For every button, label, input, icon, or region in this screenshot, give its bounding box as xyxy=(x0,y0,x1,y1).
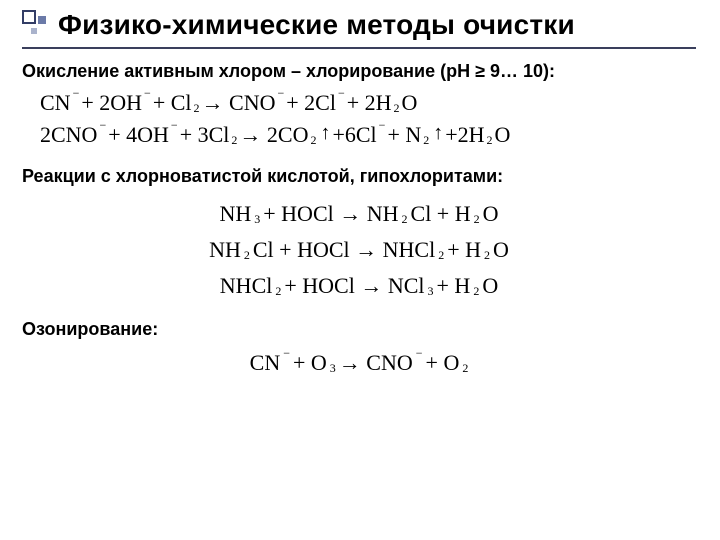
section-label-hypochlorite: Реакции с хлорноватистой кислотой, гипох… xyxy=(22,166,696,187)
equation: 2CNO− + 4OH− + 3Cl2 → 2CO2 ↑ +6Cl− + N2 … xyxy=(40,122,510,148)
title-rule xyxy=(22,47,696,49)
section-label-ozonation: Озонирование: xyxy=(22,319,696,340)
equations-chlorination: CN− + 2OH− + Cl2 → CNO− + 2Cl− + 2H2O 2CN… xyxy=(22,90,696,148)
equation: CN− + 2OH− + Cl2 → CNO− + 2Cl− + 2H2O xyxy=(40,90,417,116)
equation: NH3 + HOCl → NH2Cl + H2O xyxy=(219,201,498,227)
corner-decoration xyxy=(22,10,50,38)
section-label-chlorination: Окисление активным хлором – хлорирование… xyxy=(22,61,696,82)
equations-ozonation: CN− + O3 → CNO− + O2 xyxy=(22,350,696,376)
equation: CN− + O3 → CNO− + O2 xyxy=(250,350,469,376)
equation: NH2Cl + HOCl → NHCl2 + H2O xyxy=(209,237,509,263)
equations-hypochlorite: NH3 + HOCl → NH2Cl + H2O NH2Cl + HOCl → N… xyxy=(22,201,696,299)
equation: NHCl2 + HOCl → NCl3 + H2O xyxy=(220,273,498,299)
page-title: Физико-химические методы очистки xyxy=(58,10,696,41)
